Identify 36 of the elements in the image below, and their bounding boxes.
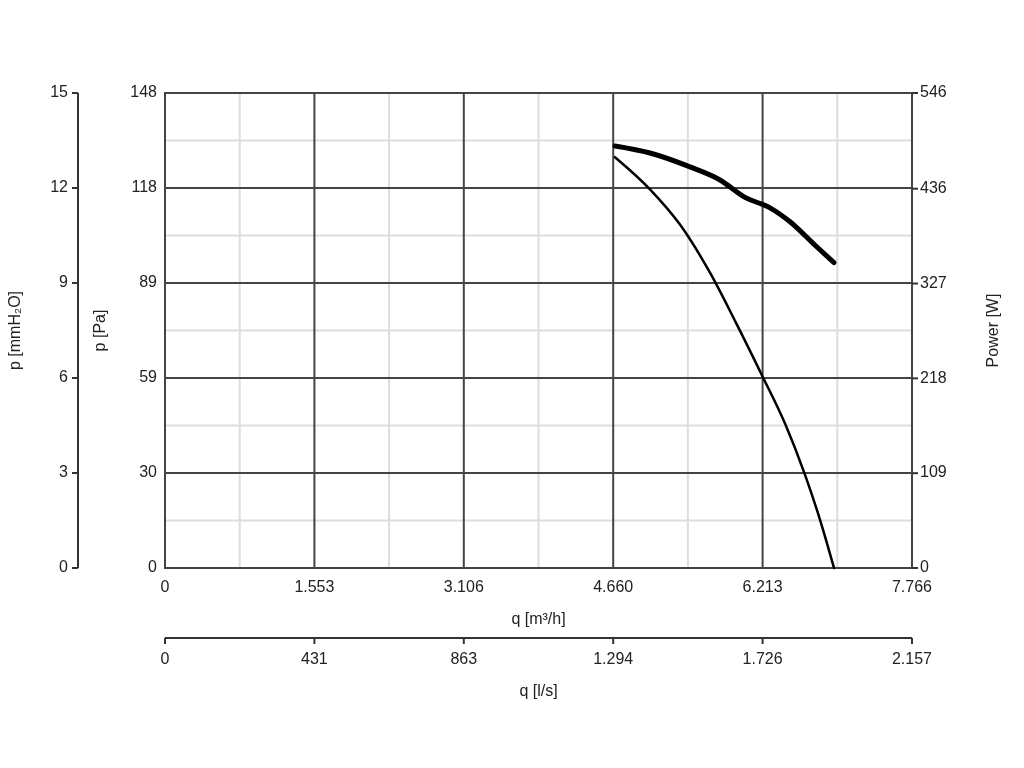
y-tick-label: 89 — [139, 273, 158, 291]
y2-tick-label: 0 — [920, 558, 929, 576]
x-tick-label: 6.213 — [742, 578, 783, 595]
y2-tick-label: 218 — [920, 368, 947, 386]
y2-axis-title: Power [W] — [984, 293, 1001, 368]
x2-tick-label: 431 — [301, 650, 328, 667]
x-tick-label: 1.553 — [294, 578, 335, 595]
y-tick-label: 0 — [148, 558, 158, 576]
x2-tick-label: 2.157 — [891, 650, 933, 667]
y3-tick-label: 3 — [59, 463, 69, 481]
y2-tick-label: 436 — [920, 178, 947, 196]
x-tick-label: 3.106 — [443, 578, 484, 595]
y2-tick-label: 327 — [920, 273, 947, 291]
y-tick-label: 59 — [139, 368, 158, 386]
y2-tick-label: 546 — [920, 83, 947, 101]
y-tick-label: 148 — [130, 83, 158, 101]
x2-tick-label: 1.294 — [593, 650, 634, 667]
y-tick-label: 118 — [131, 178, 158, 196]
y2-tick-label: 109 — [920, 463, 947, 481]
x-axis-title: q [m³/h] — [511, 610, 566, 627]
y3-axis-title: p [mmH₂O] — [6, 290, 23, 371]
x-tick-label: 7.766 — [891, 578, 933, 595]
y3-tick-label: 12 — [50, 178, 69, 196]
x2-tick-label: 1.726 — [742, 650, 783, 667]
x-tick-label: 4.660 — [593, 578, 634, 595]
y-axis-title: p [Pa] — [91, 309, 108, 352]
x2-tick-label: 0 — [160, 650, 170, 667]
y3-tick-label: 6 — [59, 368, 69, 386]
x2-axis-title: q [l/s] — [519, 682, 558, 699]
y3-tick-label: 0 — [59, 558, 69, 576]
line-series — [613, 155, 836, 570]
x2-tick-label: 863 — [450, 650, 478, 667]
y-tick-label: 30 — [139, 463, 158, 481]
y3-tick-label: 9 — [59, 273, 69, 291]
y3-tick-label: 15 — [50, 83, 69, 101]
x-tick-label: 0 — [160, 578, 170, 595]
